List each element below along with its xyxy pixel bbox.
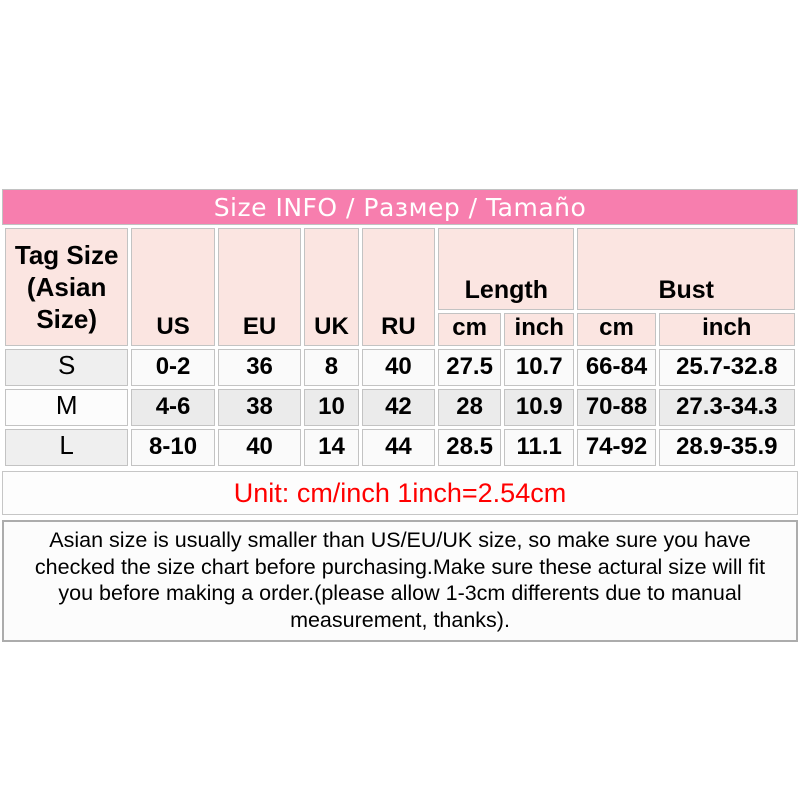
col-header-us: US [131, 228, 215, 346]
cell-m-ru: 42 [361, 389, 436, 426]
cell-m-length-cm: 28 [438, 389, 501, 426]
size-label-m: M [5, 389, 129, 426]
size-chart-panel: Size INFO / Размер / Tamaño Tag Size (As… [2, 189, 798, 642]
cell-m-eu: 38 [217, 389, 302, 426]
size-chart-title: Size INFO / Размер / Tamaño [2, 189, 798, 225]
cell-l-bust-inch: 28.9-35.9 [658, 429, 795, 466]
tag-size-header-line3: Size) [36, 304, 97, 334]
cell-m-length-inch: 10.9 [503, 389, 575, 426]
cell-s-eu: 36 [217, 349, 302, 386]
col-group-bust: Bust [577, 228, 795, 310]
disclaimer-line-1: Asian size is usually smaller than US/EU… [49, 528, 751, 552]
cell-s-us: 0-2 [131, 349, 215, 386]
cell-m-uk: 10 [304, 389, 359, 426]
tag-size-header-line1: Tag Size [14, 240, 119, 270]
cell-m-bust-cm: 70-88 [577, 389, 656, 426]
tag-size-header: Tag Size (Asian Size) [5, 228, 129, 346]
col-header-bust-inch: inch [658, 313, 795, 346]
cell-l-length-inch: 11.1 [503, 429, 575, 466]
col-header-eu: EU [217, 228, 302, 346]
header-row-units: cm inch cm inch [5, 313, 795, 346]
col-header-bust-cm: cm [577, 313, 656, 346]
cell-s-ru: 40 [361, 349, 436, 386]
cell-s-bust-cm: 66-84 [577, 349, 656, 386]
table-row-size-s: S 0-2 36 8 40 27.5 10.7 66-84 25.7-32.8 [5, 349, 795, 386]
cell-l-eu: 40 [217, 429, 302, 466]
col-header-length-cm: cm [438, 313, 501, 346]
cell-l-bust-cm: 74-92 [577, 429, 656, 466]
header-row-groups: Tag Size (Asian Size) US EU UK RU Length… [5, 228, 795, 346]
col-header-ru: RU [361, 228, 436, 346]
cell-s-uk: 8 [304, 349, 359, 386]
cell-l-length-cm: 28.5 [438, 429, 501, 466]
col-header-uk: UK [304, 228, 359, 346]
cell-s-bust-inch: 25.7-32.8 [658, 349, 795, 386]
disclaimer-line-2: checked the size chart before purchasing… [34, 554, 766, 579]
cell-l-ru: 44 [361, 429, 436, 466]
size-label-l: L [5, 429, 129, 466]
cell-m-us: 4-6 [131, 389, 215, 426]
disclaimer-line-4: measurement, thanks). [290, 607, 510, 632]
cell-s-length-cm: 27.5 [438, 349, 501, 386]
unit-note: Unit: cm/inch 1inch=2.54cm [2, 471, 798, 515]
col-header-length-inch: inch [503, 313, 575, 346]
size-chart-table: Tag Size (Asian Size) US EU UK RU Length… [2, 225, 798, 469]
tag-size-header-line2: (Asian [26, 272, 107, 302]
cell-l-us: 8-10 [131, 429, 215, 466]
table-row-size-m: M 4-6 38 10 42 28 10.9 70-88 27.3-34.3 [5, 389, 795, 426]
table-row-size-l: L 8-10 40 14 44 28.5 11.1 74-92 28.9-35.… [5, 429, 795, 466]
cell-m-bust-inch: 27.3-34.3 [658, 389, 795, 426]
cell-s-length-inch: 10.7 [503, 349, 575, 386]
size-label-s: S [5, 349, 129, 386]
disclaimer: Asian size is usually smaller than US/EU… [2, 520, 798, 642]
cell-l-uk: 14 [304, 429, 359, 466]
disclaimer-line-3: you before making a order.(please allow … [58, 581, 742, 605]
col-group-length: Length [438, 228, 575, 310]
